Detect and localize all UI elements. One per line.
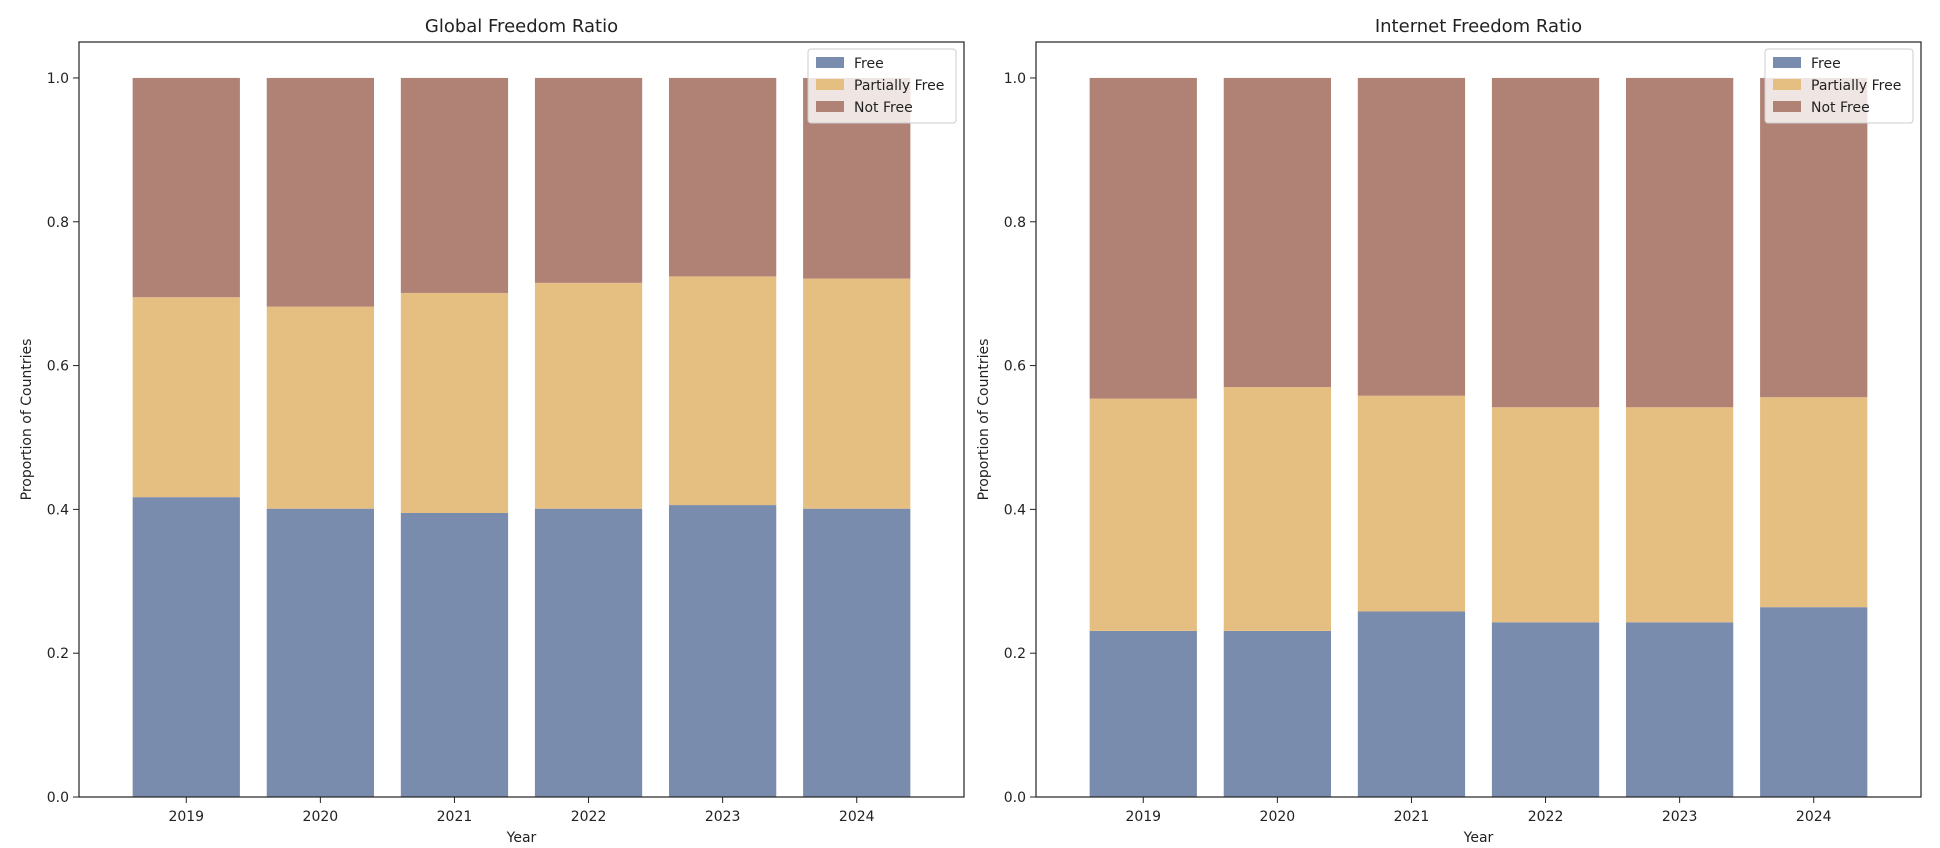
bar-partially-free-2024 (803, 278, 911, 509)
bar-partially-free-2024 (1760, 397, 1868, 608)
legend-swatch-free (1773, 57, 1801, 68)
chart-panel-1: 0.0 0.2 0.4 0.6 0.8 1.0 2019 2020 2021 2022 2023 20… (19, 16, 965, 846)
chart-title: Global Freedom Ratio (425, 16, 618, 37)
bar-free-2019 (132, 497, 240, 797)
bar-not-free-2019 (132, 77, 240, 298)
bar-free-2024 (1760, 607, 1868, 797)
bars-group (132, 77, 911, 797)
bar-not-free-2021 (1357, 77, 1466, 396)
y-tick-label: 0.0 (47, 790, 69, 806)
legend-label: Free (1811, 56, 1841, 72)
legend: Free Partially Free Not Free (807, 48, 957, 124)
axes-frame (78, 41, 965, 798)
bar-free-2021 (400, 512, 509, 797)
y-axis-label: Proportion of Countries (19, 339, 35, 501)
bar-partially-free-2022 (1491, 407, 1600, 623)
x-tick-label: 2022 (571, 809, 607, 825)
x-tick-label: 2023 (705, 809, 741, 825)
x-tick-label: 2024 (1796, 809, 1832, 825)
bar-free-2023 (1626, 622, 1734, 797)
y-tick-label: 0.6 (47, 359, 69, 375)
axes-frame (1035, 41, 1922, 798)
bar-not-free-2024 (1760, 77, 1868, 398)
y-tick-label: 1.0 (47, 71, 69, 87)
bar-partially-free-2019 (1089, 398, 1197, 631)
legend-label: Partially Free (1811, 78, 1901, 94)
bar-partially-free-2023 (1626, 407, 1734, 623)
y-tick-label: 0.8 (47, 215, 69, 231)
bar-partially-free-2023 (669, 276, 777, 506)
legend-label: Partially Free (854, 78, 944, 94)
bar-free-2022 (534, 508, 643, 797)
legend: Free Partially Free Not Free (1764, 48, 1914, 124)
bar-free-2020 (1223, 630, 1331, 797)
legend-box (1764, 48, 1914, 124)
y-axis-label: Proportion of Countries (976, 339, 992, 501)
y-tick-label: 0.4 (1004, 502, 1026, 518)
x-tick-label: 2019 (168, 809, 204, 825)
bar-free-2019 (1089, 630, 1197, 797)
legend-box (807, 48, 957, 124)
bar-partially-free-2019 (132, 297, 240, 498)
x-axis-label: Year (1463, 830, 1494, 846)
bar-free-2020 (266, 508, 374, 797)
y-tick-label: 0.2 (1004, 646, 1026, 662)
chart-title: Internet Freedom Ratio (1375, 16, 1582, 37)
x-tick-label: 2022 (1528, 809, 1564, 825)
y-tick-label: 0.2 (47, 646, 69, 662)
x-tick-label: 2021 (437, 809, 473, 825)
legend-swatch-partially-free (1773, 79, 1801, 90)
legend-swatch-not-free (1773, 101, 1801, 112)
bar-partially-free-2021 (400, 292, 509, 513)
bar-not-free-2023 (669, 77, 777, 277)
x-tick-label: 2020 (303, 809, 339, 825)
legend-label: Free (854, 56, 884, 72)
x-axis-label: Year (506, 830, 537, 846)
bar-free-2022 (1491, 622, 1600, 797)
bar-free-2024 (803, 508, 911, 797)
bars-group (1089, 77, 1868, 797)
y-tick-label: 0.6 (1004, 359, 1026, 375)
bar-partially-free-2021 (1357, 395, 1466, 612)
bar-free-2023 (669, 505, 777, 797)
legend-label: Not Free (1811, 100, 1870, 116)
x-tick-label: 2021 (1394, 809, 1430, 825)
bar-not-free-2023 (1626, 77, 1734, 408)
x-tick-label: 2019 (1125, 809, 1161, 825)
bar-partially-free-2022 (534, 282, 643, 509)
bar-not-free-2020 (1223, 77, 1331, 388)
legend-swatch-not-free (816, 101, 844, 112)
y-tick-label: 0.8 (1004, 215, 1026, 231)
bar-partially-free-2020 (266, 306, 374, 509)
x-tick-label: 2020 (1260, 809, 1296, 825)
x-tick-label: 2024 (839, 809, 875, 825)
legend-swatch-partially-free (816, 79, 844, 90)
bar-not-free-2019 (1089, 77, 1197, 399)
y-tick-label: 0.0 (1004, 790, 1026, 806)
x-tick-label: 2023 (1662, 809, 1698, 825)
bar-not-free-2022 (534, 77, 643, 283)
legend-swatch-free (816, 57, 844, 68)
bar-not-free-2021 (400, 77, 509, 293)
bar-not-free-2022 (1491, 77, 1600, 408)
chart-panel-2: 0.0 0.2 0.4 0.6 0.8 1.0 2019 2020 2021 2022 2023 20… (976, 16, 1922, 846)
bar-partially-free-2020 (1223, 387, 1331, 631)
bar-not-free-2020 (266, 77, 374, 307)
y-tick-label: 1.0 (1004, 71, 1026, 87)
legend-label: Not Free (854, 100, 913, 116)
bar-free-2021 (1357, 611, 1466, 797)
y-tick-label: 0.4 (47, 502, 69, 518)
